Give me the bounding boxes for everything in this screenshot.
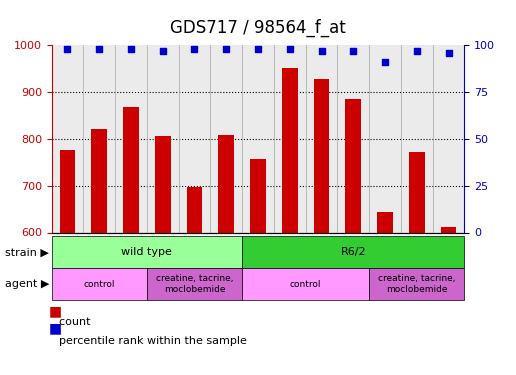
Bar — [432, 45, 464, 232]
Bar — [409, 152, 425, 375]
Text: percentile rank within the sample: percentile rank within the sample — [52, 336, 247, 346]
Text: count: count — [52, 317, 90, 327]
Bar — [282, 68, 298, 375]
Bar — [401, 45, 432, 232]
Bar — [147, 45, 179, 232]
Bar — [123, 107, 139, 375]
Bar — [345, 99, 361, 375]
Text: GDS717 / 98564_f_at: GDS717 / 98564_f_at — [170, 19, 346, 37]
Point — [158, 48, 167, 54]
Point — [127, 46, 135, 52]
Point — [413, 48, 421, 54]
Bar — [91, 129, 107, 375]
Point — [63, 46, 72, 52]
Bar — [305, 45, 337, 232]
Text: R6/2: R6/2 — [341, 247, 366, 257]
Bar — [242, 45, 274, 232]
Text: agent ▶: agent ▶ — [5, 279, 50, 289]
Bar — [441, 227, 457, 375]
Bar — [52, 45, 84, 232]
Bar — [377, 212, 393, 375]
Bar — [369, 45, 401, 232]
Bar — [337, 45, 369, 232]
Bar — [155, 136, 171, 375]
Text: creatine, tacrine,
moclobemide: creatine, tacrine, moclobemide — [156, 274, 233, 294]
Bar — [59, 150, 75, 375]
Bar — [218, 135, 234, 375]
Point — [286, 46, 294, 52]
Text: control: control — [290, 280, 321, 289]
Point — [317, 48, 326, 54]
Point — [381, 59, 389, 65]
Bar — [250, 159, 266, 375]
Point — [95, 46, 103, 52]
Text: ■: ■ — [49, 304, 62, 318]
Bar — [115, 45, 147, 232]
Text: creatine, tacrine,
moclobemide: creatine, tacrine, moclobemide — [378, 274, 456, 294]
Text: wild type: wild type — [121, 247, 172, 257]
Text: strain ▶: strain ▶ — [5, 247, 49, 257]
Text: control: control — [84, 280, 115, 289]
Point — [444, 50, 453, 55]
Bar — [211, 45, 242, 232]
Bar — [179, 45, 211, 232]
Bar — [84, 45, 115, 232]
Text: ■: ■ — [49, 321, 62, 335]
Point — [349, 48, 358, 54]
Point — [222, 46, 230, 52]
Bar — [187, 187, 202, 375]
Point — [190, 46, 199, 52]
Bar — [314, 79, 329, 375]
Point — [254, 46, 262, 52]
Bar — [274, 45, 305, 232]
